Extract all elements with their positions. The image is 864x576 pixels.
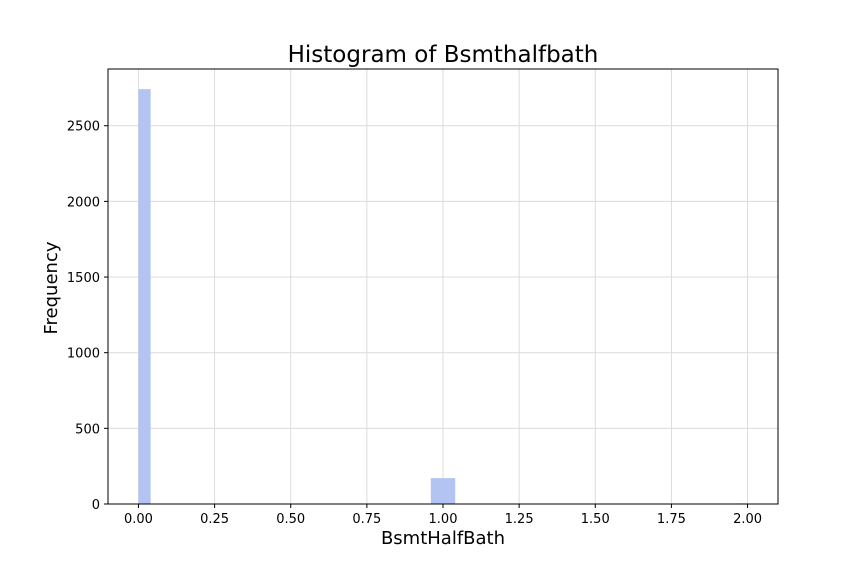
- histogram-bar: [443, 478, 456, 504]
- chart-title: Histogram of Bsmthalfbath: [288, 42, 599, 68]
- y-tick-label: 1000: [67, 347, 100, 362]
- grid-lines: [108, 69, 778, 505]
- x-tick-label: 2.00: [733, 512, 762, 527]
- x-tick-label: 0.75: [352, 512, 381, 527]
- y-tick-label: 1500: [67, 271, 100, 286]
- x-tick-label: 1.00: [429, 512, 458, 527]
- y-axis-label: Frequency: [41, 241, 62, 334]
- x-tick-label: 0.00: [124, 512, 153, 527]
- y-tick-label: 2500: [67, 120, 100, 135]
- histogram-bar: [430, 478, 443, 504]
- x-tick-label: 0.50: [276, 512, 305, 527]
- x-tick-label: 0.25: [200, 512, 229, 527]
- x-axis-label: BsmtHalfBath: [381, 528, 505, 549]
- x-axis-ticks: 0.00 0.25 0.50 0.75 1.00 1.25 1.50 1.75 2.00: [124, 504, 762, 527]
- x-tick-label: 1.75: [657, 512, 686, 527]
- y-axis-ticks: 0 500 1000 1500 2000 2500: [67, 120, 108, 513]
- y-tick-label: 2000: [67, 195, 100, 210]
- histogram-bars: [138, 89, 748, 505]
- histogram-bar: [138, 89, 151, 505]
- x-tick-label: 1.50: [581, 512, 610, 527]
- x-tick-label: 1.25: [505, 512, 534, 527]
- y-tick-label: 500: [75, 422, 100, 437]
- y-tick-label: 0: [92, 498, 100, 513]
